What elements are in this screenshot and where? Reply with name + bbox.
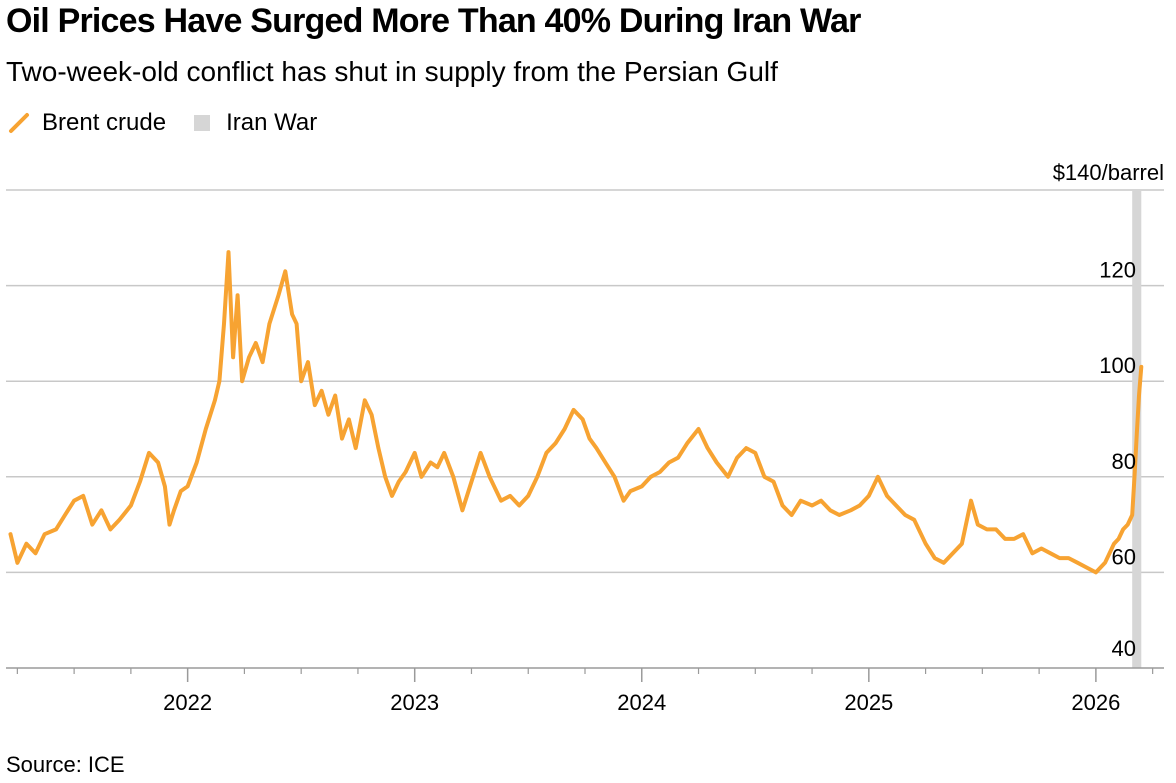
series-layer (8, 250, 1144, 575)
chart-subtitle: Two-week-old conflict has shut in supply… (6, 56, 778, 87)
axis-labels: $140/barrel 120 100 80 60 40 2022 2023 2024 2025 2… (163, 160, 1164, 715)
x-axis (6, 667, 1164, 682)
legend: Brent crude Iran War (8, 106, 345, 140)
y-tick-label-60: 60 (1112, 544, 1136, 569)
line-chart: $140/barrel 120 100 80 60 40 2022 2023 2024 2025 2… (6, 160, 1164, 715)
y-tick-label-140: $140/barrel (1053, 160, 1164, 185)
legend-label-iran-war: Iran War (226, 109, 318, 136)
orange-line-icon (9, 113, 29, 133)
legend-label-brent-crude: Brent crude (42, 109, 167, 136)
chart-title: Oil Prices Have Surged More Than 40% Dur… (6, 2, 861, 40)
y-tick-label-80: 80 (1112, 449, 1136, 474)
x-tick-label-2024: 2024 (617, 690, 666, 715)
x-tick-label-2026: 2026 (1071, 690, 1120, 715)
source-note: Source: ICE (6, 752, 125, 777)
legend-item-iran-war: Iran War (194, 109, 317, 137)
x-tick-label-2022: 2022 (163, 690, 212, 715)
gray-square-icon (194, 115, 211, 131)
x-tick-label-2023: 2023 (390, 690, 439, 715)
y-tick-label-40: 40 (1112, 636, 1136, 661)
y-tick-label-100: 100 (1099, 353, 1136, 378)
x-tick-label-2025: 2025 (844, 690, 893, 715)
legend-item-brent-crude: Brent crude (8, 109, 166, 137)
series-line-brent-crude (8, 250, 1144, 575)
gridlines (6, 189, 1164, 574)
y-tick-label-120: 120 (1099, 258, 1136, 283)
